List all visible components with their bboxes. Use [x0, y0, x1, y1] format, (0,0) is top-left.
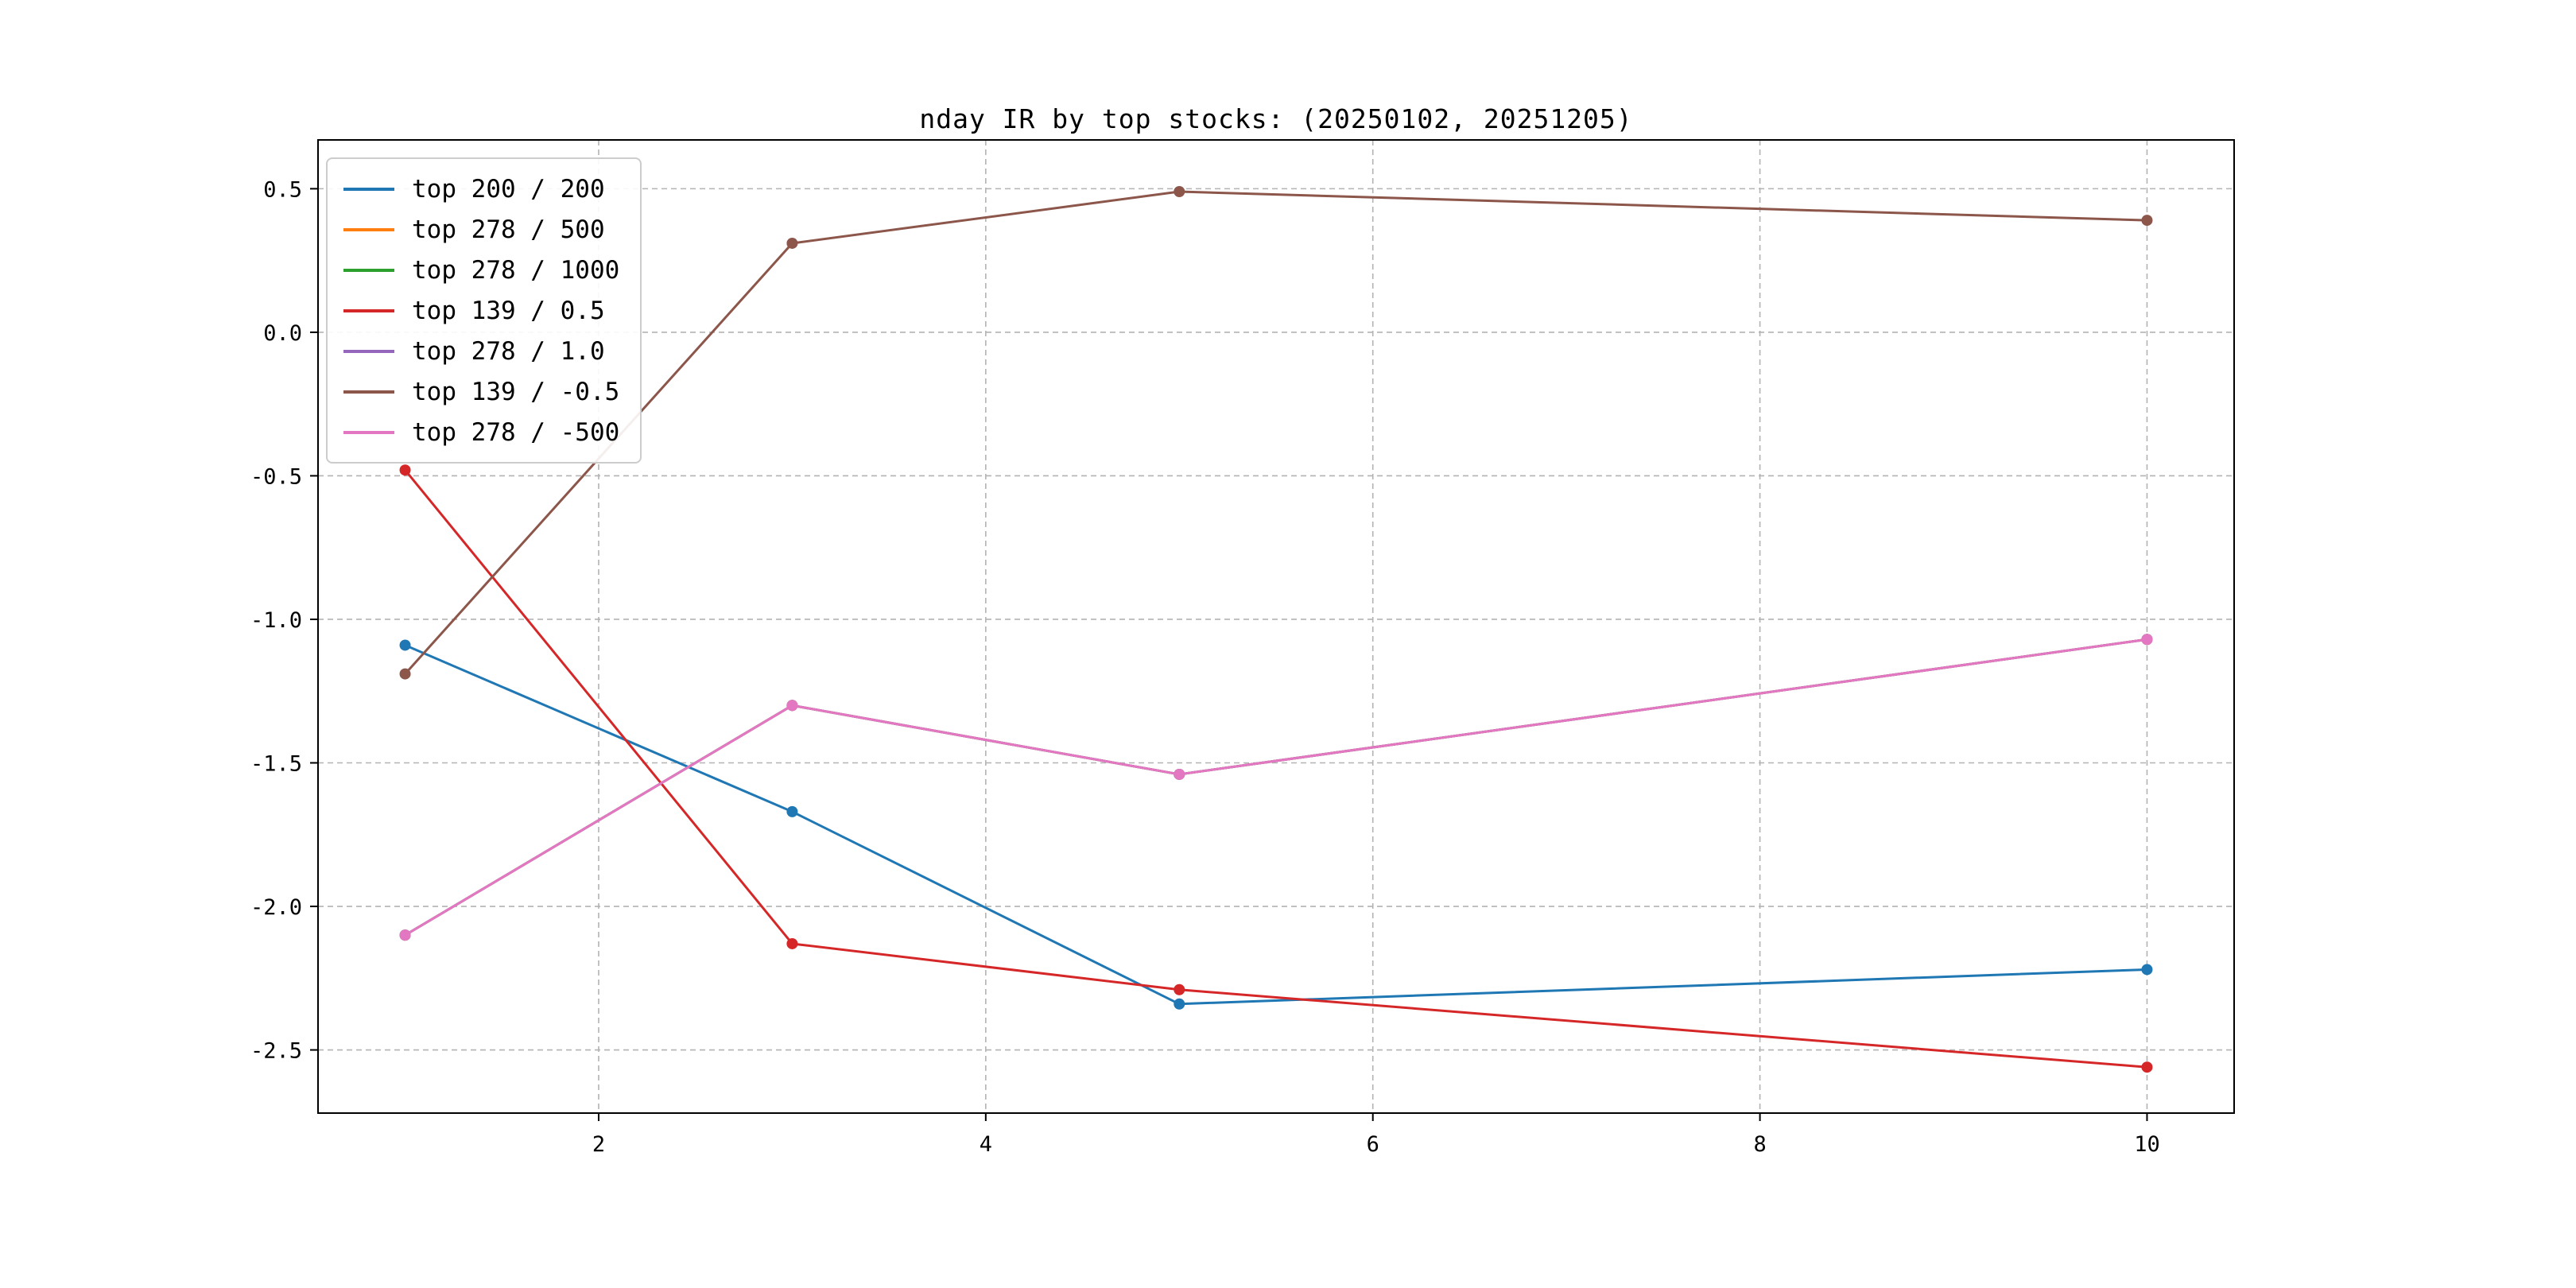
legend-line-swatch: [343, 268, 394, 272]
data-point-marker: [2141, 1061, 2153, 1073]
data-point-marker: [1174, 768, 1185, 780]
series-line: [404, 468, 2148, 1069]
data-point-marker: [786, 937, 798, 949]
data-point-marker: [399, 929, 411, 941]
data-point-marker: [2141, 964, 2153, 976]
data-point-marker: [399, 464, 411, 476]
data-point-marker: [786, 805, 798, 817]
legend-item: top 278 / -500: [343, 412, 619, 452]
data-point-marker: [399, 668, 411, 680]
series-line: [404, 638, 2148, 937]
legend-line-swatch: [343, 390, 394, 394]
legend-item: top 278 / 500: [343, 209, 619, 250]
x-tick-label: 10: [2134, 1132, 2160, 1157]
legend-label: top 139 / 0.5: [412, 296, 605, 325]
legend-line-swatch: [343, 349, 394, 353]
series-line: [404, 638, 2148, 937]
x-tick-label: 6: [1367, 1132, 1379, 1157]
legend-label: top 278 / 500: [412, 215, 605, 244]
legend-label: top 200 / 200: [412, 174, 605, 204]
legend-item: top 139 / 0.5: [343, 290, 619, 331]
legend-label: top 278 / 1000: [412, 255, 620, 285]
legend-label: top 278 / 1.0: [412, 336, 605, 366]
y-tick-label: -2.5: [250, 1039, 302, 1064]
legend-label: top 139 / -0.5: [412, 377, 620, 406]
legend-item: top 139 / -0.5: [343, 371, 619, 412]
data-point-marker: [786, 237, 798, 249]
x-tick-label: 8: [1753, 1132, 1766, 1157]
chart-title: nday IR by top stocks: (20250102, 202512…: [919, 103, 1633, 134]
legend-line-swatch: [343, 430, 394, 434]
series-line: [404, 643, 2148, 1006]
y-tick-label: -1.5: [250, 752, 302, 777]
legend-line-swatch: [343, 187, 394, 191]
series-line: [404, 638, 2148, 937]
data-point-marker: [786, 700, 798, 712]
x-tick-label: 2: [592, 1132, 605, 1157]
data-point-marker: [2141, 634, 2153, 646]
data-point-marker: [1174, 998, 1185, 1010]
legend-label: top 278 / -500: [412, 417, 620, 447]
series-line: [404, 190, 2148, 676]
data-point-marker: [1174, 185, 1185, 197]
y-tick-label: 0.0: [263, 321, 302, 346]
series-line: [404, 638, 2148, 937]
y-tick-label: -1.0: [250, 608, 302, 633]
legend-line-swatch: [343, 308, 394, 312]
data-point-marker: [1174, 983, 1185, 995]
legend-item: top 278 / 1000: [343, 250, 619, 290]
y-tick-label: 0.5: [263, 177, 302, 202]
legend-line-swatch: [343, 227, 394, 231]
x-tick-label: 4: [980, 1132, 992, 1157]
legend-item: top 278 / 1.0: [343, 331, 619, 371]
y-tick-label: -0.5: [250, 464, 302, 489]
legend-item: top 200 / 200: [343, 169, 619, 209]
legend: top 200 / 200 top 278 / 500 top 278 / 1000…: [326, 157, 642, 464]
data-point-marker: [2141, 215, 2153, 227]
data-point-marker: [399, 639, 411, 651]
y-tick-label: -2.0: [250, 895, 302, 920]
